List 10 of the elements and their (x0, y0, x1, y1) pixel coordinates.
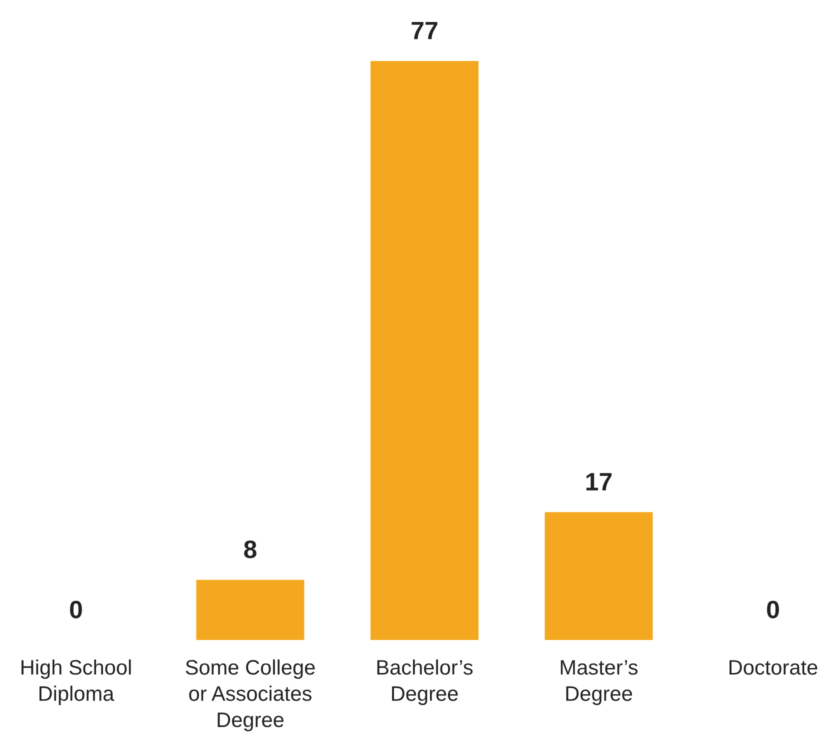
data-label: 17 (586, 473, 612, 490)
x-tick-label: Some College or Associates Degree (186, 659, 315, 732)
data-label: 8 (244, 540, 256, 558)
data-label: 0 (767, 600, 779, 618)
data-label: 77 (412, 22, 438, 40)
x-tick-label: Master’s Degree (560, 660, 638, 706)
data-label: 0 (70, 600, 82, 618)
x-tick-label: High School Diploma (22, 659, 131, 706)
x-tick-label: Doctorate (730, 660, 818, 675)
x-tick-label: Bachelor’s Degree (377, 659, 473, 706)
